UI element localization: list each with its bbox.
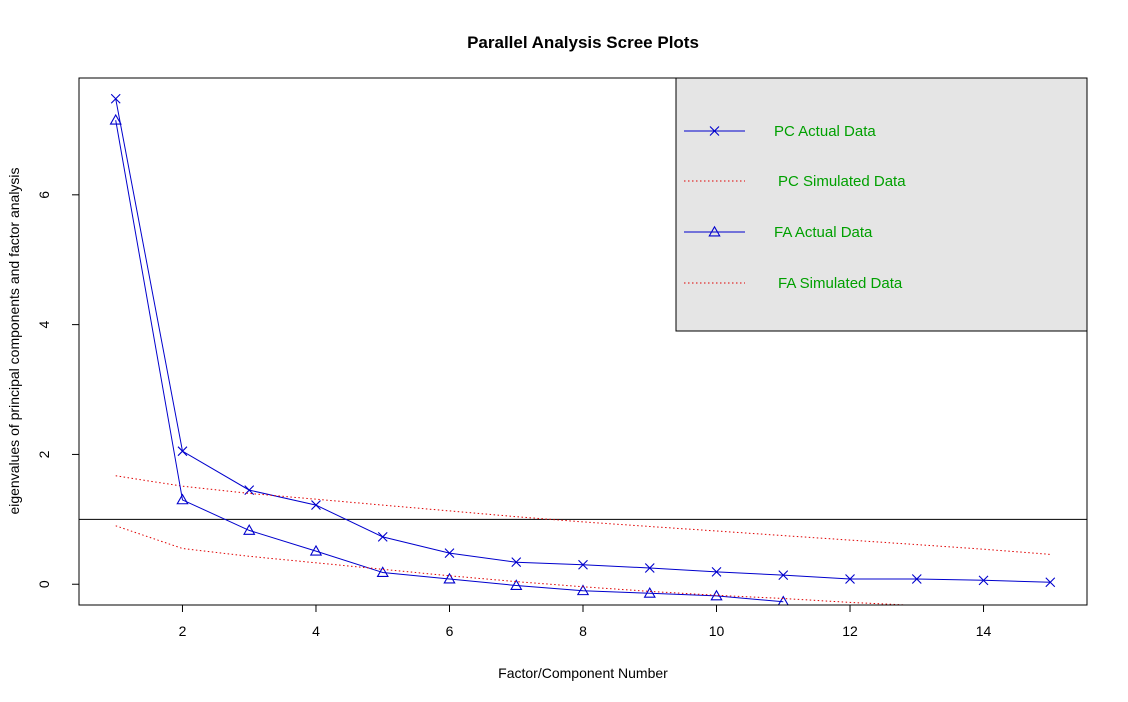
data-point bbox=[576, 584, 590, 596]
data-point bbox=[309, 544, 323, 556]
data-point bbox=[377, 531, 388, 542]
series-1 bbox=[115, 475, 1051, 555]
x-tick-label: 4 bbox=[312, 623, 320, 639]
data-point bbox=[777, 595, 789, 605]
series-3 bbox=[115, 525, 907, 605]
data-point bbox=[778, 570, 789, 581]
legend-label: FA Simulated Data bbox=[778, 275, 903, 292]
x-tick-label: 8 bbox=[579, 623, 587, 639]
series-line bbox=[115, 475, 1051, 555]
y-axis: 0 2 4 6 bbox=[36, 191, 79, 588]
x-axis-label: Factor/Component Number bbox=[498, 665, 668, 681]
y-tick-label: 4 bbox=[36, 321, 52, 329]
data-point bbox=[845, 574, 855, 584]
plot-area bbox=[79, 93, 1087, 605]
series-2 bbox=[109, 113, 789, 605]
data-point bbox=[443, 572, 456, 584]
legend-marker bbox=[709, 126, 720, 136]
data-point bbox=[109, 113, 122, 125]
x-tick-label: 12 bbox=[842, 623, 858, 639]
legend-box bbox=[675, 77, 1088, 332]
data-point bbox=[243, 524, 256, 535]
x-tick-label: 14 bbox=[976, 623, 992, 639]
data-point bbox=[176, 493, 189, 505]
data-point bbox=[711, 567, 722, 577]
data-point bbox=[511, 557, 522, 568]
x-tick-label: 6 bbox=[446, 623, 454, 639]
y-tick-label: 6 bbox=[36, 191, 52, 199]
y-tick-label: 2 bbox=[36, 450, 52, 458]
legend-marker bbox=[708, 225, 721, 237]
data-point bbox=[244, 485, 255, 496]
data-point bbox=[1045, 577, 1056, 588]
data-point bbox=[911, 574, 922, 584]
x-tick-label: 2 bbox=[179, 623, 187, 639]
series-line bbox=[115, 120, 784, 603]
legend-label: PC Actual Data bbox=[774, 123, 876, 140]
legend-label: FA Actual Data bbox=[774, 224, 873, 241]
data-point bbox=[376, 566, 389, 577]
data-point bbox=[978, 575, 989, 586]
data-point bbox=[510, 579, 523, 590]
series-line bbox=[115, 525, 907, 605]
data-point bbox=[311, 500, 321, 510]
y-axis-label: eigenvalues of principal components and … bbox=[6, 167, 22, 514]
y-tick-label: 0 bbox=[36, 580, 52, 588]
data-point bbox=[644, 563, 655, 573]
chart-title: Parallel Analysis Scree Plots bbox=[467, 33, 699, 52]
data-point bbox=[444, 548, 455, 558]
x-axis: 2 4 6 8 10 12 14 bbox=[179, 605, 992, 639]
data-point bbox=[110, 93, 121, 104]
data-point bbox=[643, 587, 656, 598]
x-tick-label: 10 bbox=[709, 623, 725, 639]
legend: PC Actual Data PC Simulated Data FA Actual… bbox=[675, 77, 1088, 332]
data-point bbox=[578, 559, 588, 570]
data-point bbox=[177, 446, 188, 457]
legend-label: PC Simulated Data bbox=[778, 173, 906, 190]
